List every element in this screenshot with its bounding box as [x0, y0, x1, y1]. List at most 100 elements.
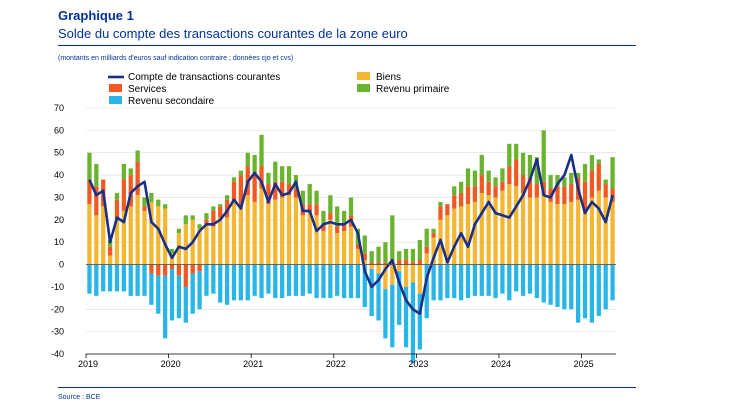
bar-services — [94, 186, 99, 216]
bar-revenu-secondaire — [383, 289, 388, 339]
bar-biens — [135, 195, 140, 265]
units-note: (montants en milliards d'euros sauf indi… — [58, 55, 294, 62]
current-account-line — [88, 153, 614, 316]
bar-services — [231, 181, 237, 202]
bar-revenu-primaire — [231, 177, 237, 182]
bar-revenu-primaire — [589, 154, 595, 171]
bar-revenu-primaire — [190, 215, 195, 220]
bar-revenu-secondaire — [355, 264, 361, 299]
bar-biens — [541, 195, 546, 265]
bar-biens — [114, 219, 120, 265]
x-tick-label: 2024 — [491, 359, 511, 369]
bar-biens — [128, 206, 133, 265]
bar-revenu-primaire — [204, 213, 209, 220]
bar-revenu-secondaire — [300, 264, 305, 296]
bar-revenu-secondaire — [452, 264, 457, 299]
bar-services — [341, 224, 347, 231]
bar-biens — [410, 264, 416, 283]
bar-revenu-secondaire — [548, 264, 553, 305]
bar-biens — [362, 260, 367, 265]
bar-revenu-secondaire — [369, 269, 374, 316]
bar-services — [328, 213, 333, 220]
y-tick-label: 30 — [54, 192, 64, 202]
bar-revenu-secondaire — [610, 264, 615, 301]
bar-revenu-secondaire — [362, 264, 367, 308]
bar-services — [252, 172, 257, 202]
bar-biens — [507, 184, 512, 265]
bar-services — [280, 181, 285, 198]
y-tick-label: -40 — [51, 349, 64, 359]
bar-services — [266, 184, 271, 205]
bar-revenu-primaire — [197, 224, 202, 229]
bar-revenu-secondaire — [472, 264, 478, 296]
bar-revenu-secondaire — [286, 264, 292, 296]
bar-services — [197, 264, 202, 272]
bar-services — [465, 186, 471, 205]
bar-services — [424, 246, 429, 254]
bar-revenu-secondaire — [94, 264, 99, 296]
bar-services — [307, 204, 312, 214]
bar-revenu-primaire — [417, 239, 422, 261]
bar-revenu-secondaire — [107, 264, 113, 292]
bar-revenu-primaire — [142, 197, 147, 207]
bar-revenu-secondaire — [507, 264, 512, 301]
bar-biens — [424, 253, 429, 265]
y-tick-label: -10 — [51, 282, 64, 292]
bar-services — [149, 264, 154, 274]
bar-revenu-primaire — [183, 215, 188, 225]
x-tick-label: 2023 — [408, 359, 428, 369]
bar-revenu-primaire — [280, 166, 285, 182]
bar-revenu-primaire — [314, 190, 319, 205]
bar-biens — [569, 201, 574, 265]
chart-subtitle: Solde du compte des transactions courant… — [58, 26, 408, 41]
bar-revenu-primaire — [486, 170, 491, 182]
bar-revenu-secondaire — [569, 264, 574, 310]
bar-revenu-secondaire — [576, 264, 581, 323]
bar-revenu-primaire — [493, 177, 498, 187]
bar-biens — [231, 201, 237, 265]
bar-biens — [149, 201, 154, 265]
bar-services — [486, 181, 491, 196]
bar-services — [596, 163, 601, 191]
bar-services — [169, 264, 175, 270]
bar-revenu-secondaire — [218, 264, 223, 303]
bar-biens — [465, 204, 471, 265]
bar-revenu-primaire — [520, 152, 526, 176]
bar-biens — [520, 192, 526, 265]
bar-revenu-secondaire — [128, 264, 133, 296]
bar-services — [238, 175, 244, 207]
bar-services — [445, 204, 450, 216]
bar-biens — [548, 201, 553, 265]
bar-revenu-secondaire — [438, 264, 443, 301]
bar-biens — [355, 248, 361, 265]
bar-revenu-secondaire — [603, 264, 608, 310]
y-tick-label: 40 — [54, 170, 64, 180]
bar-services — [121, 179, 126, 211]
bar-revenu-secondaire — [376, 273, 381, 321]
bar-services — [135, 161, 140, 196]
bar-biens — [562, 204, 567, 265]
x-tick-label: 2019 — [78, 359, 98, 369]
bar-revenu-secondaire — [245, 264, 250, 301]
bar-biens — [307, 213, 312, 265]
x-tick-label: 2022 — [326, 359, 346, 369]
legend-label-revenu-primaire: Revenu primaire — [376, 84, 450, 95]
source-note: Source : BCE — [58, 394, 101, 401]
bar-revenu-primaire — [362, 235, 367, 254]
bar-services — [507, 166, 512, 185]
bar-biens — [479, 192, 484, 265]
bar-services — [321, 224, 326, 231]
bar-revenu-primaire — [259, 134, 264, 167]
bar-services — [362, 253, 367, 261]
bar-biens — [603, 197, 608, 265]
bar-biens — [390, 264, 395, 285]
bar-services — [458, 192, 464, 207]
bar-services — [417, 260, 422, 265]
bar-services — [479, 175, 484, 193]
bar-revenu-primaire — [507, 143, 512, 167]
bar-revenu-primaire — [479, 154, 484, 176]
bar-biens — [87, 204, 92, 265]
bar-revenu-primaire — [500, 168, 505, 182]
bar-revenu-secondaire — [114, 264, 120, 292]
bar-revenu-primaire — [452, 186, 457, 196]
